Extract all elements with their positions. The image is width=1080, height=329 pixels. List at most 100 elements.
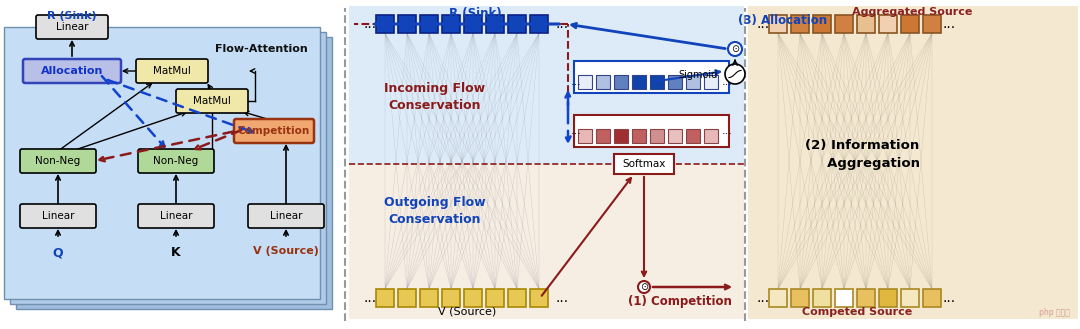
Bar xyxy=(879,15,897,33)
Circle shape xyxy=(725,64,745,84)
Text: ...: ... xyxy=(555,291,568,305)
Bar xyxy=(420,15,438,33)
Bar xyxy=(420,289,438,307)
Text: ...: ... xyxy=(555,17,568,31)
Text: Outgoing Flow
Conservation: Outgoing Flow Conservation xyxy=(384,196,486,226)
FancyBboxPatch shape xyxy=(21,204,96,228)
Bar xyxy=(769,15,787,33)
Bar xyxy=(835,15,853,33)
Text: php 中文网: php 中文网 xyxy=(1039,308,1070,317)
Bar xyxy=(486,289,504,307)
Text: ...: ... xyxy=(756,291,770,305)
Bar xyxy=(573,115,729,147)
Text: Non-Neg: Non-Neg xyxy=(153,156,199,166)
Bar xyxy=(399,15,416,33)
Bar xyxy=(615,75,627,89)
FancyBboxPatch shape xyxy=(36,15,108,39)
Text: ⊙: ⊙ xyxy=(640,282,648,292)
Bar xyxy=(16,37,332,309)
Bar xyxy=(858,15,875,33)
Bar xyxy=(901,289,919,307)
Text: MatMul: MatMul xyxy=(153,66,191,76)
Text: V (Source): V (Source) xyxy=(253,246,319,256)
Bar xyxy=(650,75,664,89)
Bar xyxy=(486,15,504,33)
Bar xyxy=(399,289,416,307)
Text: Linear: Linear xyxy=(42,211,75,221)
Text: Linear: Linear xyxy=(160,211,192,221)
FancyBboxPatch shape xyxy=(138,149,214,173)
Text: Linear: Linear xyxy=(270,211,302,221)
Text: (2) Information
     Aggregation: (2) Information Aggregation xyxy=(804,139,920,169)
FancyBboxPatch shape xyxy=(248,204,324,228)
Bar xyxy=(769,289,787,307)
Bar xyxy=(349,164,744,319)
FancyBboxPatch shape xyxy=(138,204,214,228)
Bar xyxy=(578,75,592,89)
Text: ⊙: ⊙ xyxy=(731,44,739,54)
Text: Allocation: Allocation xyxy=(41,66,104,76)
Bar xyxy=(791,289,809,307)
Bar xyxy=(791,15,809,33)
Text: ...: ... xyxy=(943,17,956,31)
Text: Sigmoid: Sigmoid xyxy=(678,70,718,80)
Bar xyxy=(669,129,681,143)
Bar xyxy=(615,129,627,143)
Bar xyxy=(669,75,681,89)
Bar xyxy=(704,75,718,89)
Bar xyxy=(508,15,526,33)
Text: ...: ... xyxy=(570,77,581,87)
Text: (3) Allocation: (3) Allocation xyxy=(738,14,827,27)
Text: Linear: Linear xyxy=(56,22,89,32)
Text: MatMul: MatMul xyxy=(193,96,231,106)
Text: ...: ... xyxy=(364,17,377,31)
Text: Competed Source: Competed Source xyxy=(801,307,913,317)
Bar xyxy=(596,75,610,89)
Circle shape xyxy=(728,42,742,56)
Text: K: K xyxy=(172,246,180,259)
Text: Incoming Flow
Conservation: Incoming Flow Conservation xyxy=(384,82,486,112)
Bar xyxy=(376,289,394,307)
Text: ...: ... xyxy=(721,126,732,136)
Bar xyxy=(686,75,700,89)
Text: Competition: Competition xyxy=(238,126,310,136)
Text: (1) Competition: (1) Competition xyxy=(629,295,732,308)
Text: Softmax: Softmax xyxy=(622,159,665,169)
FancyBboxPatch shape xyxy=(234,119,314,143)
Text: ...: ... xyxy=(721,77,732,87)
Bar xyxy=(835,289,853,307)
Text: R (Sink): R (Sink) xyxy=(48,11,97,21)
Bar xyxy=(573,61,729,93)
Bar xyxy=(879,289,897,307)
FancyBboxPatch shape xyxy=(21,149,96,173)
Bar xyxy=(596,129,610,143)
Bar xyxy=(10,32,326,304)
Bar xyxy=(349,6,744,164)
Bar xyxy=(632,75,646,89)
Bar xyxy=(615,154,674,174)
Bar xyxy=(530,15,548,33)
Bar xyxy=(704,129,718,143)
Bar xyxy=(4,27,320,299)
Bar xyxy=(901,15,919,33)
Bar xyxy=(442,289,460,307)
Bar xyxy=(686,129,700,143)
Bar xyxy=(650,129,664,143)
Text: Aggregated Source: Aggregated Source xyxy=(852,7,972,17)
Bar xyxy=(464,289,482,307)
Text: Flow-Attention: Flow-Attention xyxy=(215,44,308,54)
Circle shape xyxy=(638,281,650,293)
Bar xyxy=(376,15,394,33)
Text: ...: ... xyxy=(943,291,956,305)
Text: R (Sink): R (Sink) xyxy=(448,7,501,20)
Text: Q: Q xyxy=(53,246,64,259)
Bar xyxy=(813,15,831,33)
Text: ...: ... xyxy=(364,291,377,305)
Bar xyxy=(858,289,875,307)
Bar xyxy=(530,289,548,307)
Bar xyxy=(813,289,831,307)
Bar xyxy=(632,129,646,143)
Text: Non-Neg: Non-Neg xyxy=(36,156,81,166)
FancyBboxPatch shape xyxy=(176,89,248,113)
Bar xyxy=(578,129,592,143)
